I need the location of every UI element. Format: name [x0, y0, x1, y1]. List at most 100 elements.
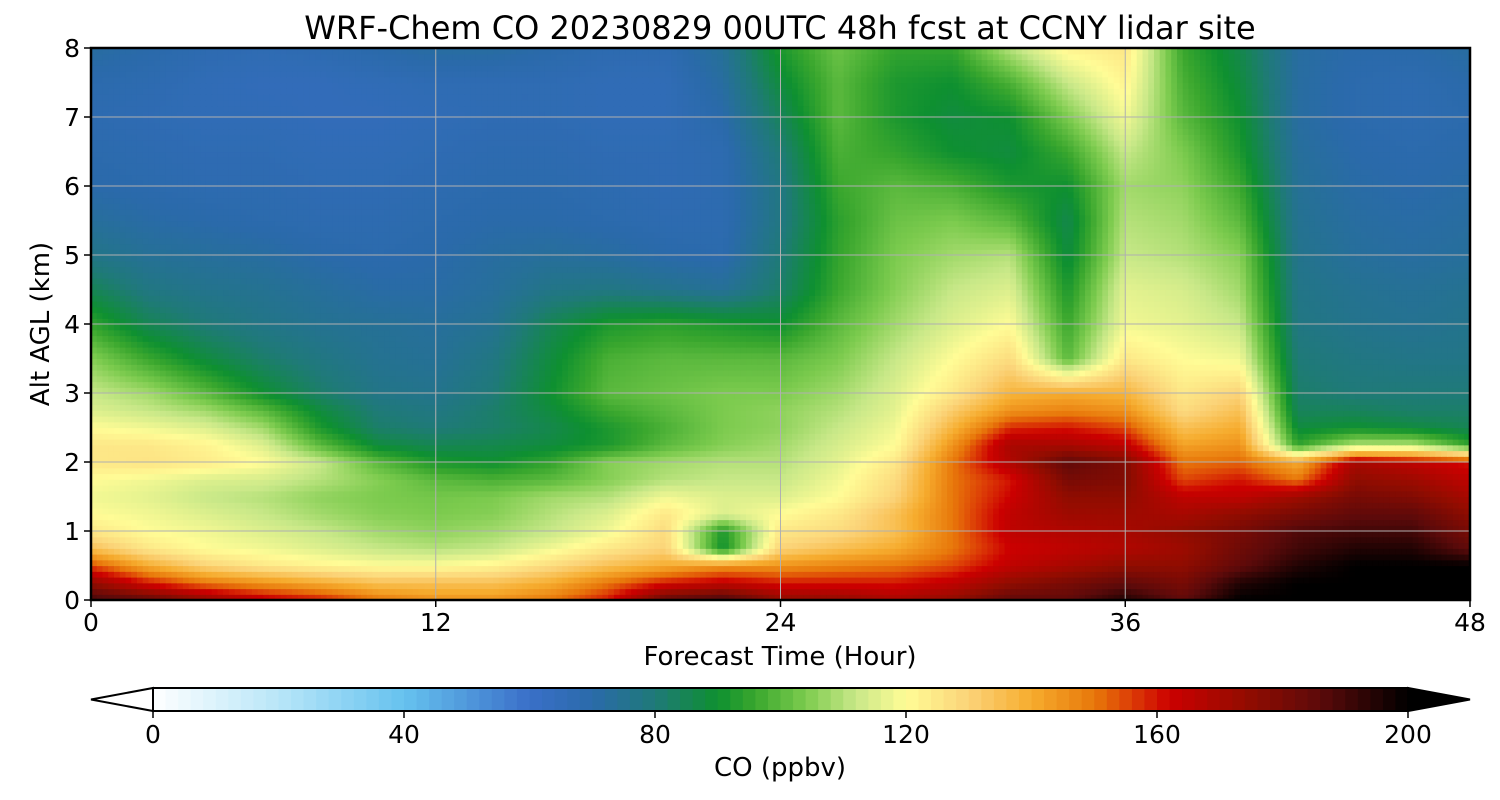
heatmap-cell [636, 479, 644, 486]
heatmap-cell [723, 559, 730, 567]
heatmap-cell [981, 594, 988, 600]
heatmap-cell [878, 502, 885, 509]
heatmap-cell [510, 531, 517, 538]
heatmap-cell [791, 594, 799, 600]
heatmap-cell [91, 588, 98, 595]
heatmap-cell [1412, 496, 1419, 503]
heatmap-cell [740, 582, 747, 590]
heatmap-cell [125, 513, 132, 521]
heatmap-cell [412, 519, 420, 526]
heatmap-cell [860, 577, 868, 584]
heatmap-cell [1406, 513, 1414, 521]
heatmap-cell [975, 479, 983, 486]
heatmap-cell [700, 479, 707, 486]
heatmap-cell [200, 559, 207, 567]
heatmap-cell [1332, 496, 1339, 503]
heatmap-cell [452, 502, 460, 509]
heatmap-cell [1320, 554, 1327, 561]
heatmap-cell [619, 479, 626, 486]
heatmap-cell [556, 513, 563, 521]
heatmap-cell [297, 496, 305, 503]
heatmap-cell [556, 548, 563, 555]
heatmap-cell [435, 565, 443, 572]
heatmap-cell [441, 571, 448, 578]
heatmap-cell [1136, 554, 1144, 561]
heatmap-cell [740, 496, 747, 503]
heatmap-cell [401, 571, 408, 578]
heatmap-cell [533, 508, 540, 515]
heatmap-cell [1153, 594, 1161, 600]
heatmap-cell [1159, 559, 1167, 567]
heatmap-cell [659, 490, 667, 498]
heatmap-cell [286, 531, 293, 538]
heatmap-cell [1142, 485, 1149, 492]
heatmap-cell [1274, 485, 1281, 492]
heatmap-cell [671, 582, 678, 590]
heatmap-cell [1435, 485, 1442, 492]
heatmap-cell [1418, 485, 1425, 492]
heatmap-cell [1194, 554, 1201, 561]
heatmap-cell [1349, 531, 1356, 538]
heatmap-cell [171, 502, 178, 509]
heatmap-cell [159, 485, 167, 492]
heatmap-cell [763, 554, 770, 561]
heatmap-cell [338, 594, 345, 600]
heatmap-cell [165, 508, 173, 515]
heatmap-cell [1464, 513, 1470, 521]
heatmap-cell [648, 490, 655, 498]
heatmap-cell [315, 571, 322, 578]
heatmap-cell [96, 542, 104, 549]
heatmap-cell [1424, 519, 1431, 526]
heatmap-cell [91, 582, 98, 590]
heatmap-cell [418, 559, 425, 567]
heatmap-cell [619, 559, 626, 567]
heatmap-cell [803, 508, 810, 515]
heatmap-cell [1205, 531, 1213, 538]
heatmap-cell [412, 485, 420, 492]
heatmap-cell [1268, 582, 1276, 590]
heatmap-cell [1119, 536, 1126, 544]
heatmap-cell [171, 577, 178, 584]
heatmap-cell [1090, 479, 1098, 486]
heatmap-cell [177, 571, 184, 578]
heatmap-cell [1291, 485, 1299, 492]
heatmap-cell [1211, 490, 1218, 498]
heatmap-cell [1332, 559, 1339, 567]
heatmap-cell [1039, 554, 1046, 561]
heatmap-cell [843, 502, 851, 509]
heatmap-cell [855, 548, 862, 555]
heatmap-cell [763, 565, 770, 572]
heatmap-cell [1217, 577, 1224, 584]
heatmap-cell [636, 588, 644, 595]
heatmap-cell [108, 525, 115, 532]
heatmap-cell [349, 536, 356, 544]
heatmap-cell [487, 490, 494, 498]
heatmap-cell [91, 490, 98, 498]
heatmap-cell [401, 565, 408, 572]
heatmap-cell [717, 594, 724, 600]
heatmap-cell [1090, 577, 1098, 584]
heatmap-cell [918, 519, 925, 526]
heatmap-cell [234, 559, 241, 567]
heatmap-cell [131, 571, 138, 578]
heatmap-cell [159, 577, 167, 584]
heatmap-cell [889, 588, 897, 595]
heatmap-cell [723, 513, 730, 521]
heatmap-cell [717, 542, 724, 549]
heatmap-cell [223, 531, 230, 538]
heatmap-cell [188, 513, 196, 521]
heatmap-cell [981, 496, 988, 503]
heatmap-cell [556, 496, 563, 503]
heatmap-cell [1274, 548, 1281, 555]
heatmap-cell [246, 490, 253, 498]
heatmap-cell [493, 594, 500, 600]
heatmap-cell [723, 554, 730, 561]
heatmap-cell [464, 588, 471, 595]
heatmap-cell [705, 490, 713, 498]
heatmap-cell [935, 565, 942, 572]
heatmap-cell [998, 525, 1006, 532]
heatmap-cell [1096, 565, 1103, 572]
heatmap-cell [1159, 565, 1167, 572]
heatmap-cell [441, 594, 448, 600]
heatmap-cell [326, 508, 333, 515]
